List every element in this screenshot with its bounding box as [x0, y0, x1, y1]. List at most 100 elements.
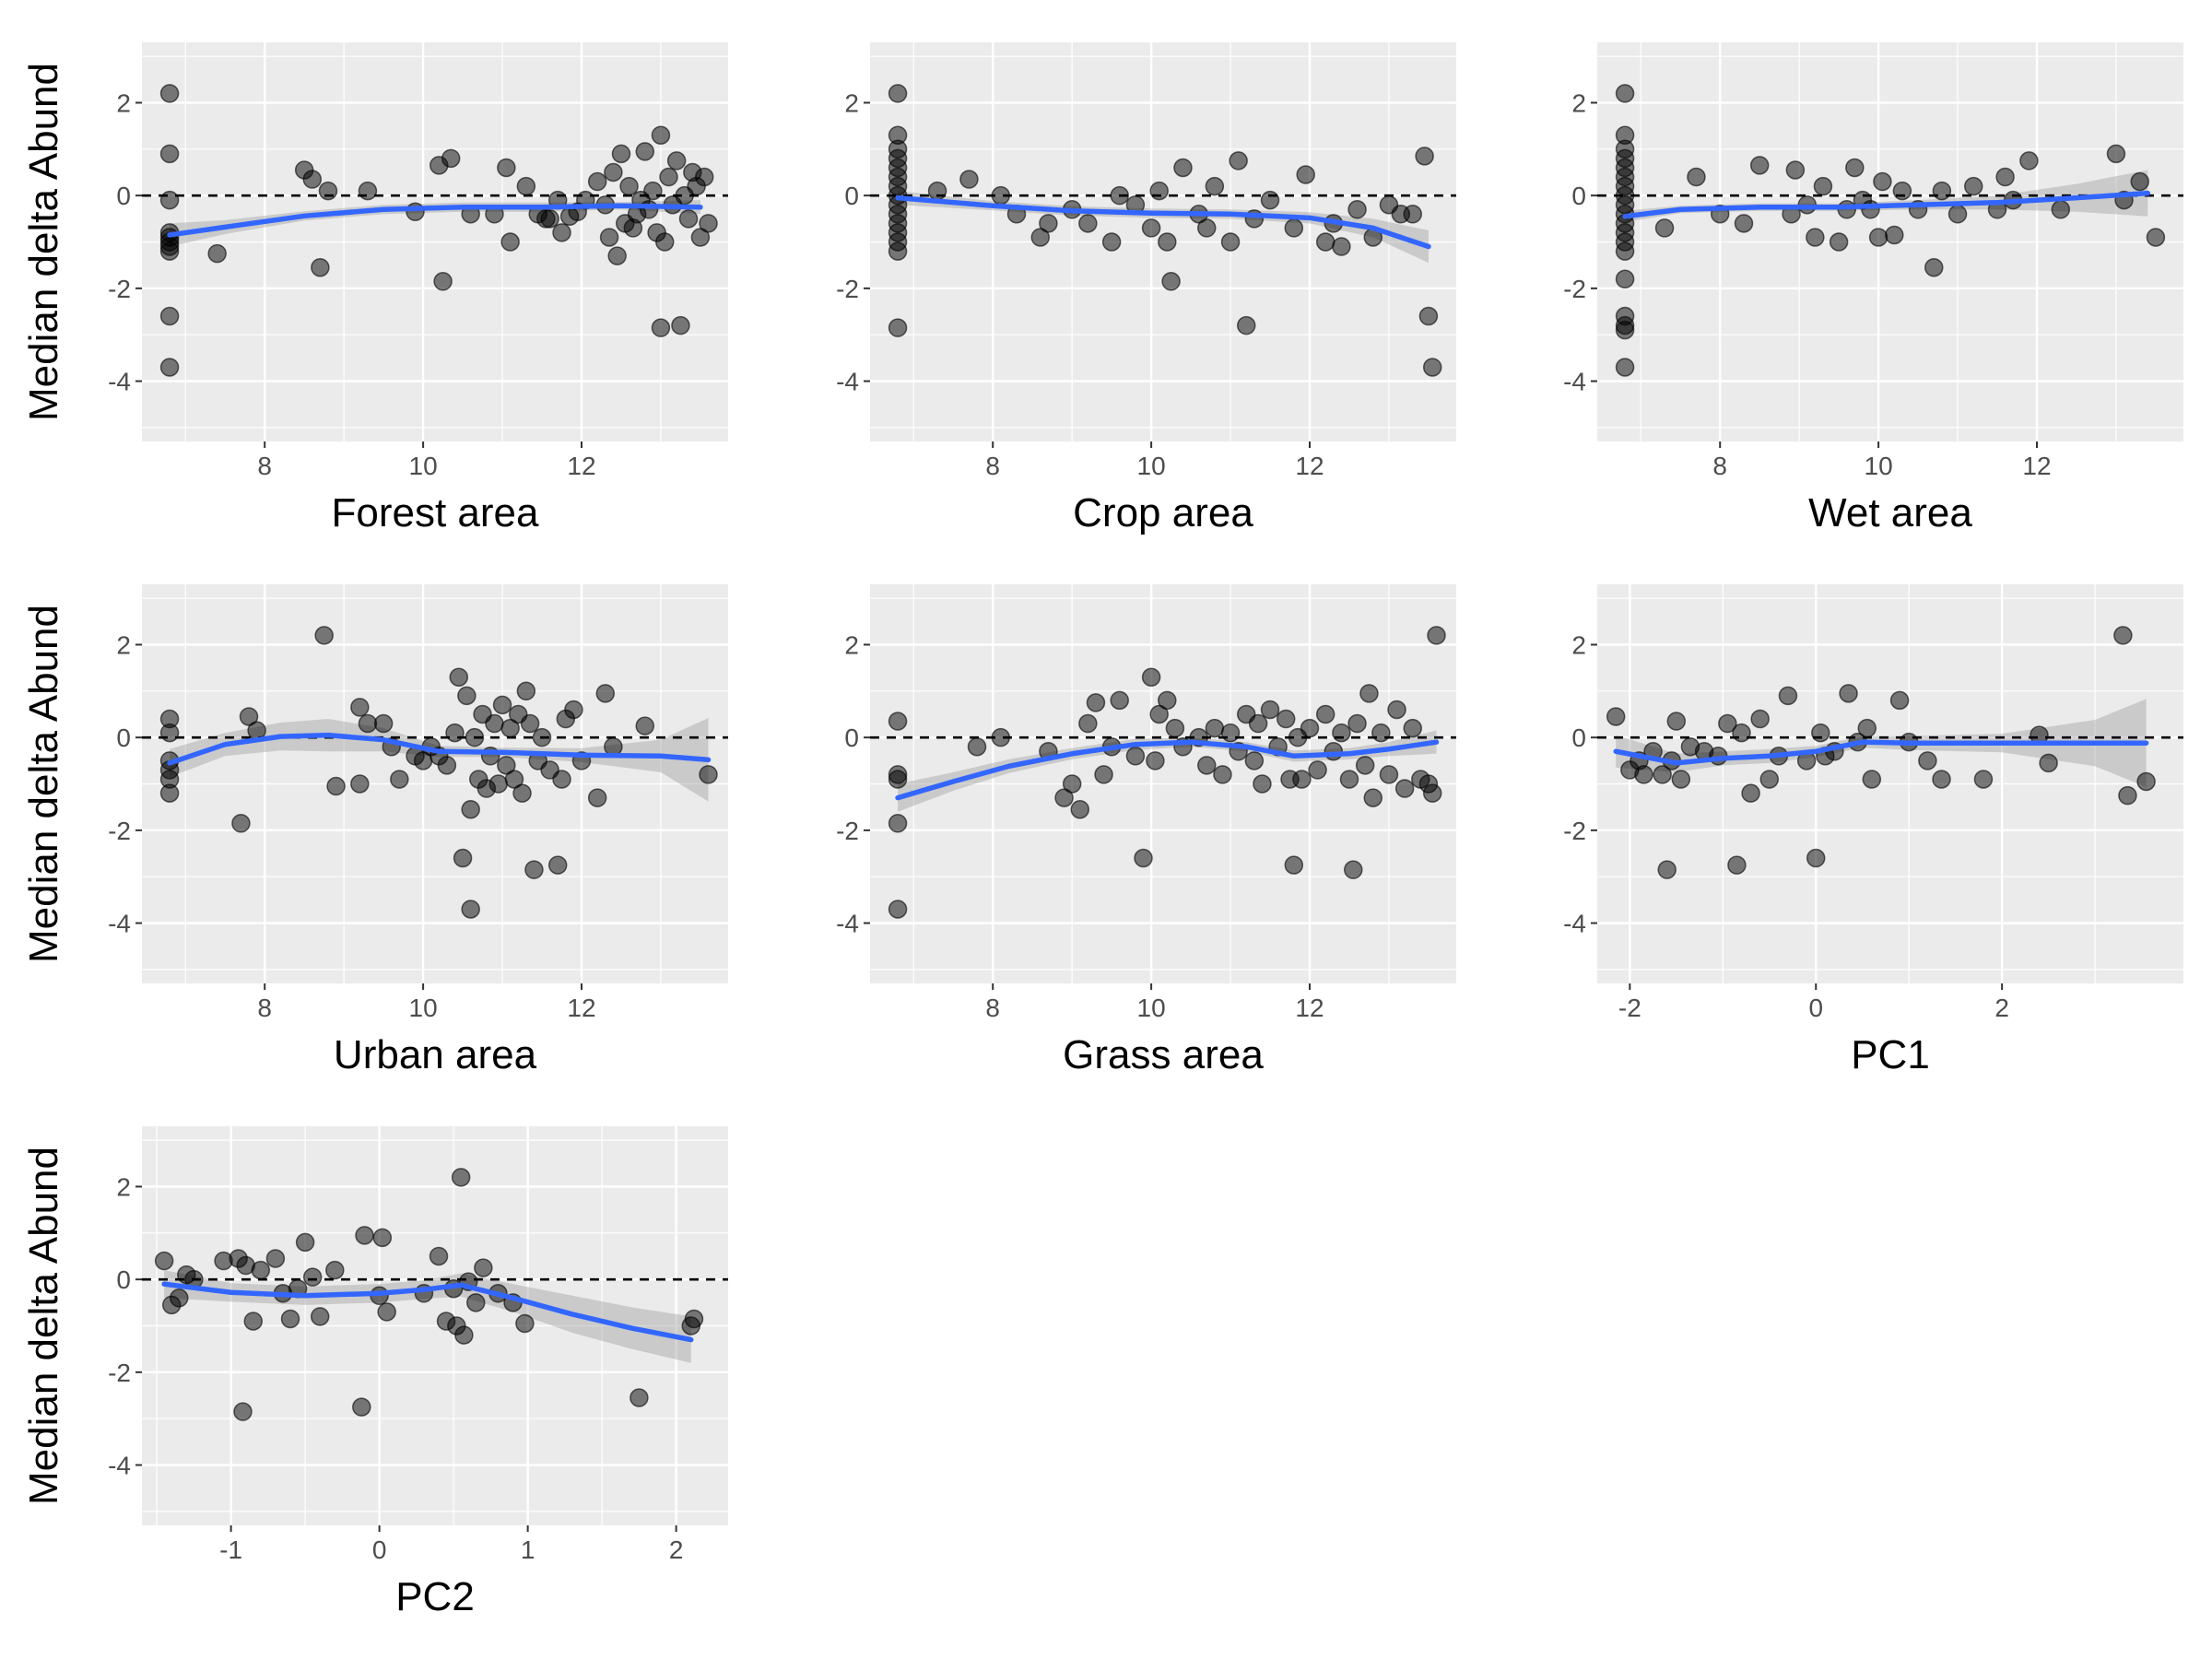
data-point: [1315, 704, 1335, 724]
data-point: [1141, 218, 1161, 238]
data-point: [524, 860, 544, 879]
smooth-fit-line: [167, 732, 712, 766]
data-point: [159, 723, 180, 743]
data-point: [699, 214, 718, 233]
data-point: [1260, 190, 1280, 210]
x-tick-label: 10: [409, 994, 438, 1022]
data-point: [1963, 176, 1983, 196]
data-point: [1606, 707, 1626, 726]
data-point: [441, 148, 461, 169]
data-point: [1344, 860, 1363, 879]
data-point: [1734, 214, 1754, 233]
data-point: [1260, 700, 1280, 720]
data-point: [1418, 306, 1439, 326]
x-tick-label: 12: [2022, 452, 2051, 480]
data-point: [1292, 770, 1312, 789]
data-point: [325, 1260, 345, 1280]
data-point: [207, 243, 227, 264]
data-point: [2118, 785, 2137, 806]
y-tick-label: -4: [108, 910, 131, 938]
panel-3: 8 10 12 -4 -2 0 2 Wet area: [1563, 42, 2183, 535]
data-point: [2051, 200, 2071, 219]
data-point: [1039, 214, 1058, 233]
y-tick-label: -2: [1563, 817, 1586, 845]
data-point: [1165, 718, 1185, 738]
data-point: [1197, 218, 1217, 238]
data-point: [515, 1313, 535, 1334]
data-point: [311, 257, 330, 277]
data-point: [2106, 144, 2126, 164]
data-point: [927, 181, 947, 201]
data-point: [540, 209, 559, 229]
data-point: [1253, 774, 1272, 794]
x-tick-label: 12: [1295, 452, 1324, 480]
data-point: [516, 176, 536, 196]
data-point: [231, 814, 251, 833]
data-point: [429, 1246, 449, 1266]
data-point: [1857, 718, 1877, 738]
data-point: [1727, 855, 1747, 875]
data-point: [1973, 770, 1994, 789]
data-point: [1615, 84, 1635, 103]
y-tick-label: 2: [1571, 630, 1586, 659]
data-point: [1173, 158, 1193, 178]
data-point: [1062, 774, 1082, 794]
data-point: [1654, 218, 1675, 238]
data-point: [2113, 626, 2133, 645]
data-point: [504, 770, 524, 789]
panel-5: 8 10 12 -4 -2 0 2 Grass area: [836, 584, 1456, 1077]
data-point: [690, 228, 711, 247]
x-tick-label: 8: [257, 994, 272, 1022]
data-point: [1861, 200, 1880, 219]
data-point: [1070, 799, 1090, 819]
data-point: [302, 170, 323, 189]
data-point: [170, 1288, 189, 1308]
y-axis-title: Median delta Abund: [21, 605, 66, 963]
data-point: [1924, 257, 1944, 277]
panel-2: 8 10 12 -4 -2 0 2 Crop area: [836, 42, 1456, 535]
data-point: [373, 713, 394, 734]
data-point: [302, 1267, 323, 1287]
data-point: [159, 358, 180, 377]
data-point: [1355, 756, 1375, 775]
data-point: [1813, 176, 1833, 196]
data-point: [406, 202, 425, 222]
x-axis-title: PC1: [1851, 1032, 1930, 1077]
x-axis-title: Forest area: [332, 490, 540, 535]
data-point: [1892, 181, 1912, 201]
data-point: [1030, 228, 1051, 247]
data-point: [552, 770, 571, 789]
data-point: [1161, 272, 1181, 291]
data-point: [318, 181, 338, 201]
data-point: [1932, 770, 1951, 789]
smooth-fit-line: [1613, 739, 2149, 766]
data-point: [1918, 751, 1937, 771]
data-point: [547, 855, 568, 875]
data-point: [377, 1302, 396, 1322]
data-point: [1213, 765, 1232, 784]
panel-1: 8 10 12 -4 -2 0 2 Forest area Median delta Abund: [21, 42, 728, 535]
data-point: [1158, 690, 1177, 711]
data-point: [619, 176, 639, 196]
data-point: [888, 241, 908, 261]
data-point: [314, 626, 334, 645]
data-point: [2136, 771, 2156, 792]
data-point: [1347, 713, 1367, 734]
data-point: [1141, 667, 1161, 687]
data-point: [1332, 237, 1351, 256]
data-point: [1615, 320, 1635, 340]
data-point: [449, 667, 469, 687]
x-tick-label: 1: [521, 1535, 535, 1564]
data-point: [1220, 232, 1241, 252]
data-point: [1158, 232, 1177, 252]
x-tick-label: 12: [567, 452, 595, 480]
data-point: [159, 190, 180, 210]
x-tick-label: 8: [985, 452, 1000, 480]
data-point: [390, 770, 409, 789]
data-point: [326, 776, 346, 796]
data-point: [1149, 704, 1169, 724]
smooth-fit-line: [167, 203, 703, 238]
data-point: [2039, 753, 2058, 773]
data-point: [1839, 684, 1858, 703]
